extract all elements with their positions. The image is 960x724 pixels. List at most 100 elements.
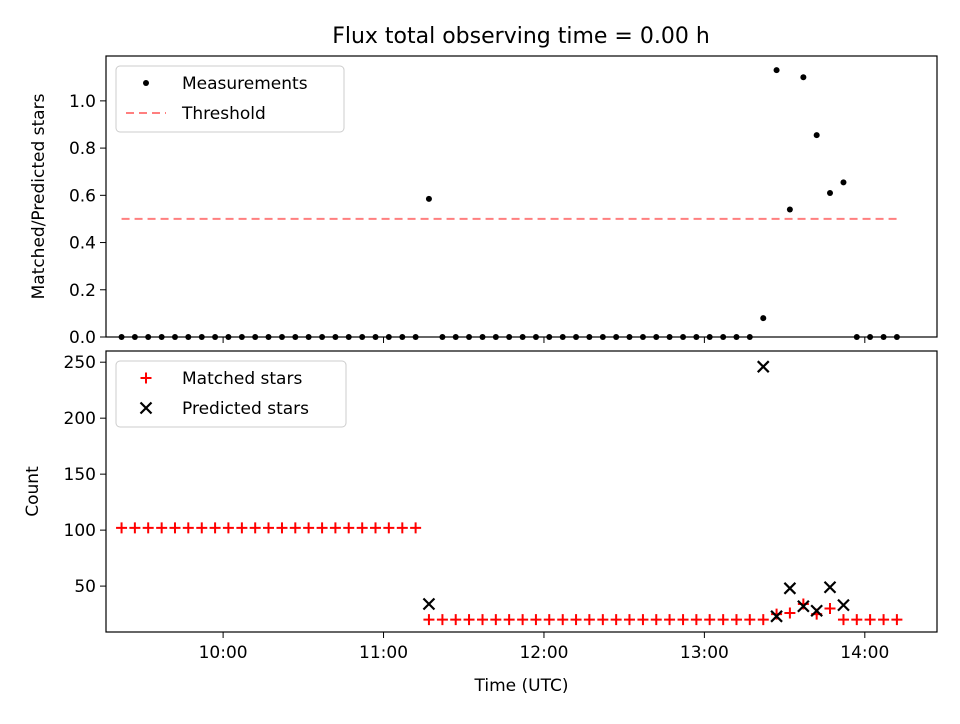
bottom-data-point: [744, 614, 756, 626]
bottom-data-point: [196, 522, 208, 534]
bottom-data-point: [423, 614, 435, 626]
top-ytick-label: 1.0: [69, 92, 96, 112]
bottom-data-point: [677, 614, 689, 626]
bottom-data-point: [396, 522, 408, 534]
top-data-point: [826, 189, 833, 196]
bottom-legend-label: Matched stars: [182, 369, 302, 389]
bottom-data-point: [610, 614, 622, 626]
bottom-data-point: [236, 522, 248, 534]
bottom-data-point: [597, 614, 609, 626]
top-ylabel: Matched/Predicted stars: [29, 93, 49, 299]
bottom-data-point: [289, 522, 301, 534]
bottom-data-point: [316, 522, 328, 534]
bottom-data-point: [824, 602, 836, 614]
bottom-xlabel: Time (UTC): [474, 676, 569, 696]
bottom-data-point: [823, 580, 837, 594]
bottom-data-point: [343, 522, 355, 534]
bottom-data-point: [543, 614, 555, 626]
bottom-axes-frame: [105, 350, 938, 633]
bottom-data-point: [169, 522, 181, 534]
top-legend-box: [115, 65, 345, 133]
bottom-data-point: [410, 522, 422, 534]
bottom-data-point: [757, 614, 769, 626]
bottom-data-point: [303, 522, 315, 534]
bottom-ytick-label: 150: [64, 465, 96, 485]
bottom-data-point: [784, 607, 796, 619]
top-panel: 0.0 0.2 0.4 0.6 0.8 1.0 Matched/Predicted star…: [29, 55, 938, 348]
bottom-legend-marker: [139, 401, 153, 415]
bottom-legend-box: [115, 360, 347, 428]
top-data-point: [786, 206, 793, 213]
bottom-data-point: [756, 360, 770, 373]
bottom-series-matched-stars: [116, 522, 903, 626]
top-data-point: [760, 315, 767, 322]
bottom-ytick-label: 200: [64, 409, 96, 429]
bottom-data-point: [837, 614, 849, 626]
bottom-data-point: [129, 522, 141, 534]
bottom-data-point: [356, 522, 368, 534]
bottom-data-point: [249, 522, 261, 534]
bottom-data-point: [142, 522, 154, 534]
bottom-data-point: [650, 614, 662, 626]
bottom-legend-label: Predicted stars: [182, 399, 309, 419]
bottom-xtick-label: 14:00: [840, 643, 889, 663]
bottom-data-point: [530, 614, 542, 626]
bottom-data-point: [209, 522, 221, 534]
bottom-xtick-label: 11:00: [359, 643, 408, 663]
top-ytick-label: 0.6: [69, 186, 96, 206]
bottom-ylabel: Count: [23, 466, 43, 517]
top-data-point: [773, 67, 780, 74]
bottom-data-point: [370, 522, 382, 534]
bottom-xtick-label: 12:00: [519, 643, 568, 663]
bottom-ytick-label: 50: [74, 577, 96, 597]
bottom-series-predicted-stars: [422, 360, 850, 623]
bottom-data-point: [329, 522, 341, 534]
top-legend-label: Measurements: [182, 74, 308, 94]
bottom-data-point: [637, 614, 649, 626]
bottom-data-point: [222, 522, 234, 534]
top-legend-label: Threshold: [181, 104, 266, 124]
bottom-data-point: [557, 614, 569, 626]
top-legend-marker: [143, 80, 149, 86]
top-data-point: [840, 179, 847, 186]
bottom-data-point: [463, 614, 475, 626]
bottom-xtick-label: 10:00: [199, 643, 248, 663]
bottom-data-point: [623, 614, 635, 626]
bottom-legend-marker: [140, 372, 152, 384]
bottom-data-point: [383, 522, 395, 534]
bottom-data-point: [503, 614, 515, 626]
bottom-data-point: [797, 599, 810, 613]
bottom-data-point: [450, 614, 462, 626]
bottom-data-point: [730, 614, 742, 626]
bottom-data-point: [182, 522, 194, 534]
bottom-data-point: [770, 610, 783, 623]
bottom-data-point: [851, 614, 863, 626]
top-axes-frame: [105, 55, 938, 338]
bottom-ytick-label: 250: [64, 353, 96, 373]
bottom-data-point: [477, 614, 489, 626]
top-ytick-label: 0.0: [69, 328, 96, 348]
bottom-data-point: [263, 522, 275, 534]
top-data-point: [813, 132, 820, 139]
bottom-data-point: [422, 597, 436, 611]
top-legend: Measurements Threshold: [115, 65, 345, 133]
bottom-data-point: [783, 582, 797, 595]
top-ytick-label: 0.8: [69, 139, 96, 159]
bottom-data-point: [664, 614, 676, 626]
chart-title: Flux total observing time = 0.00 h: [332, 24, 710, 49]
bottom-data-point: [690, 614, 702, 626]
bottom-data-point: [436, 614, 448, 626]
bottom-legend: Matched stars Predicted stars: [115, 360, 347, 428]
bottom-data-point: [490, 614, 502, 626]
bottom-ytick-label: 100: [64, 521, 96, 541]
bottom-data-point: [837, 598, 850, 612]
top-data-point: [425, 195, 432, 202]
top-ytick-label: 0.4: [69, 234, 96, 254]
bottom-data-point: [583, 614, 595, 626]
bottom-data-point: [517, 614, 529, 626]
bottom-data-point: [717, 614, 729, 626]
bottom-data-point: [704, 614, 716, 626]
bottom-data-point: [891, 614, 903, 626]
bottom-data-point: [116, 522, 128, 534]
